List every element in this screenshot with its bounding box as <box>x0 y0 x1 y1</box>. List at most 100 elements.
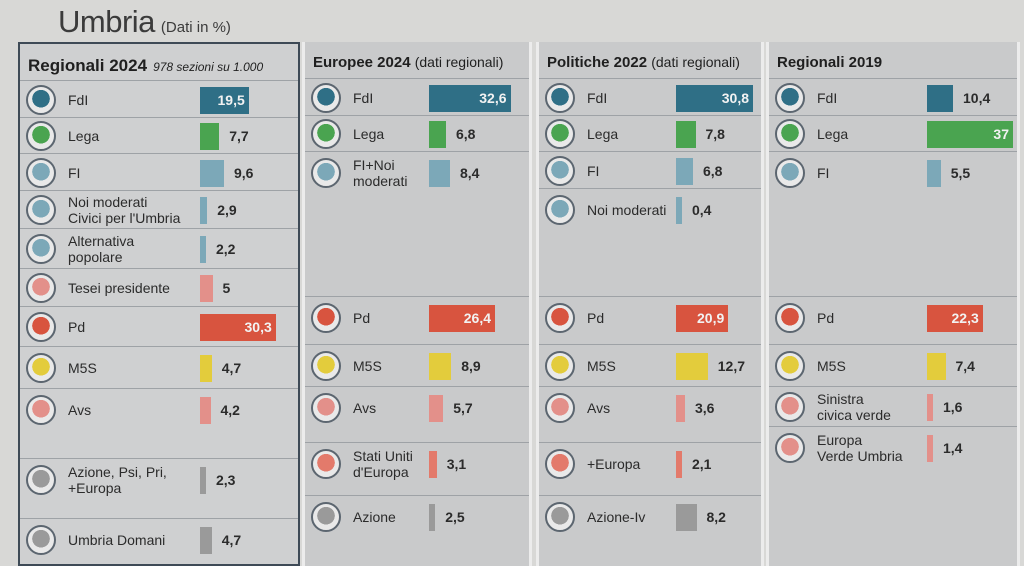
bar <box>676 504 697 531</box>
bar <box>676 121 696 148</box>
bar-row: M5S 8,9 <box>305 344 529 386</box>
bar-row: Lega 7,7 <box>20 117 298 153</box>
bar <box>676 395 685 422</box>
bar-row: Azione-Iv 8,2 <box>539 495 761 545</box>
bar <box>429 451 437 478</box>
bar-label: Lega <box>353 126 385 142</box>
bar-label: FI <box>587 162 600 179</box>
data-label: 3,1 <box>446 456 467 472</box>
lega-logo <box>775 119 805 149</box>
page-header: Umbria (Dati in %) <box>58 4 231 40</box>
chart-title: Politiche 2022 (dati regionali) <box>547 54 740 71</box>
bar <box>200 355 212 382</box>
lega-logo <box>545 119 575 149</box>
bar-row: FdI 32,6 <box>305 78 529 115</box>
bar-label: Tesei presidente <box>68 280 170 296</box>
bar <box>676 353 708 380</box>
bar-row: Lega 7,8 <box>539 115 761 151</box>
data-label: 26,4 <box>463 310 491 326</box>
bar-label: Avs <box>587 400 611 416</box>
azione-logo <box>311 502 341 532</box>
data-label: 9,6 <box>234 164 254 181</box>
azione-psi-pri-logo <box>26 465 56 495</box>
bar-label: Azione <box>353 509 396 525</box>
bar <box>200 86 249 114</box>
bar-label: Umbria Domani <box>68 532 166 548</box>
m5s-logo <box>26 353 56 383</box>
bar <box>429 160 450 187</box>
data-label: 30,3 <box>244 319 272 335</box>
bar <box>200 197 208 224</box>
bar-row: FI 6,8 <box>539 151 761 188</box>
bar-row: Stati Uniti d'Europa 3,1 <box>305 442 529 495</box>
bar-label: Pd <box>817 310 835 326</box>
bar-label: Lega <box>68 128 100 144</box>
bar-row: Pd 30,3 <box>20 306 298 346</box>
fi-logo <box>26 157 56 188</box>
data-label: 30,8 <box>721 89 749 106</box>
chart-regionali-2024: Regionali 2024 978 sezioni su 1.000 FdI 19… <box>18 42 300 566</box>
bar-label: Pd <box>68 319 86 335</box>
tesei-logo <box>26 273 56 303</box>
bar <box>200 527 212 554</box>
bar-label: FdI <box>817 89 838 106</box>
bar <box>200 159 224 187</box>
data-label: 0,4 <box>692 202 712 218</box>
m5s-logo <box>311 351 341 381</box>
alternativa-popolare-logo <box>26 234 56 264</box>
stati-uniti-europa-logo <box>311 449 341 479</box>
data-label: 6,8 <box>456 126 476 142</box>
avs-logo <box>311 393 341 423</box>
umbria-domani-logo <box>26 525 56 555</box>
bar <box>927 353 946 380</box>
bar-row: Avs 5,7 <box>305 386 529 442</box>
bar-row: Lega 6,8 <box>305 115 529 151</box>
page-title: Umbria <box>58 4 155 39</box>
bar-row: Noi moderati Civici per l'Umbria 2,9 <box>20 190 298 228</box>
fi-noi-moderati-logo <box>311 158 341 188</box>
bar-label: FdI <box>68 91 89 108</box>
fdi-logo <box>545 82 575 113</box>
noi-moderati-logo <box>26 195 56 225</box>
bar-row: Avs 4,2 <box>20 388 298 458</box>
fdi-logo <box>26 84 56 115</box>
bar-label: M5S <box>68 360 97 376</box>
bar <box>927 305 983 332</box>
bar-label: M5S <box>353 358 382 374</box>
bar-row: Azione 2,5 <box>305 495 529 545</box>
bar-row: M5S 12,7 <box>539 344 761 386</box>
chart-europee-2024: Europee 2024 (dati regionali) FdI 32,6 Leg… <box>302 42 532 566</box>
data-label: 1,4 <box>943 440 963 456</box>
bar-label: FdI <box>587 89 608 106</box>
fdi-logo <box>775 82 805 113</box>
chart-politiche-2022: Politiche 2022 (dati regionali) FdI 30,8 L… <box>536 42 764 566</box>
data-label: 2,1 <box>692 456 712 472</box>
noi-moderati-logo <box>545 195 575 225</box>
bar-label: M5S <box>587 358 616 374</box>
bar-row: FdI 10,4 <box>769 78 1017 115</box>
data-label: 5,5 <box>950 165 971 181</box>
bar-row: Umbria Domani 4,7 <box>20 518 298 566</box>
data-label: 22,3 <box>951 310 979 326</box>
data-label: 4,7 <box>221 532 242 548</box>
lega-logo <box>311 119 341 149</box>
data-label: 8,2 <box>706 509 726 525</box>
piu-europa-logo <box>545 449 575 479</box>
bar <box>927 84 953 112</box>
bar-label: Pd <box>353 310 371 326</box>
data-label: 32,6 <box>479 89 507 106</box>
data-label: 2,3 <box>216 472 236 488</box>
chart-regionali-2019: Regionali 2019 FdI 10,4 Lega 37 FI 5,5 Pd 22,3 M… <box>766 42 1020 566</box>
bar <box>927 435 933 462</box>
bar <box>200 314 276 341</box>
fdi-logo <box>311 82 341 113</box>
bar <box>429 504 436 531</box>
m5s-logo <box>545 351 575 381</box>
data-label: 8,4 <box>460 165 480 181</box>
bar <box>200 236 206 263</box>
bar-row: Europa Verde Umbria 1,4 <box>769 426 1017 476</box>
lega-logo <box>26 121 56 151</box>
bar-label: FI <box>68 164 81 181</box>
bar <box>676 197 682 224</box>
